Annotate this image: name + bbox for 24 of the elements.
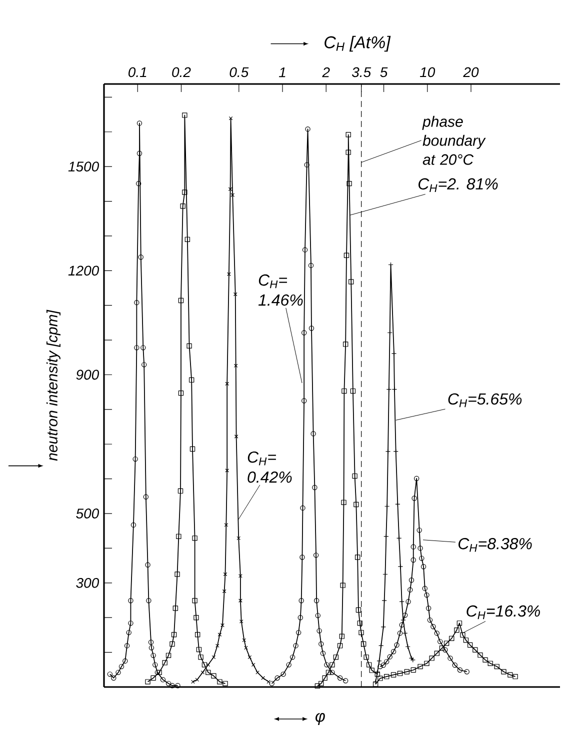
x-tick-label: 20 [463, 67, 479, 78]
x-axis-title: C$_{H}$ [At%] [324, 36, 391, 52]
x-tick-label: 10 [420, 67, 436, 78]
annotation: C$_{H}$= 1.46% [258, 274, 303, 306]
x-tick-label: 0.1 [128, 67, 146, 78]
annotation: C$_{H}$=2. 81% [418, 178, 498, 192]
annotation: C$_{H}$=8.38% [458, 538, 532, 552]
y-tick-label: 300 [76, 578, 100, 588]
annotation: C$_{H}$=16.3% [466, 605, 540, 620]
x-tick-label: 0.5 [230, 67, 249, 78]
annotation: C$_{H}$= 0.42% [248, 451, 292, 483]
y-tick-label: 500 [76, 508, 100, 518]
y-tick-label: 1500 [68, 162, 100, 172]
ref-line-label: phase boundary at 20°C [422, 116, 486, 165]
annotation: C$_{H}$=5.65% [448, 393, 522, 408]
text: φ [316, 713, 325, 725]
x-tick-label: 1 [278, 68, 286, 78]
x-tick-label: 3.5 [352, 67, 372, 78]
x-tick-label: 5 [380, 67, 388, 78]
x-tick-label: 2 [322, 67, 330, 78]
x-tick-label: 0.2 [172, 67, 191, 78]
y-tick-label: 1200 [68, 266, 100, 276]
y-tick-label: 900 [76, 370, 100, 380]
y-axis-title: neutron intensity [cpm] [46, 310, 60, 461]
